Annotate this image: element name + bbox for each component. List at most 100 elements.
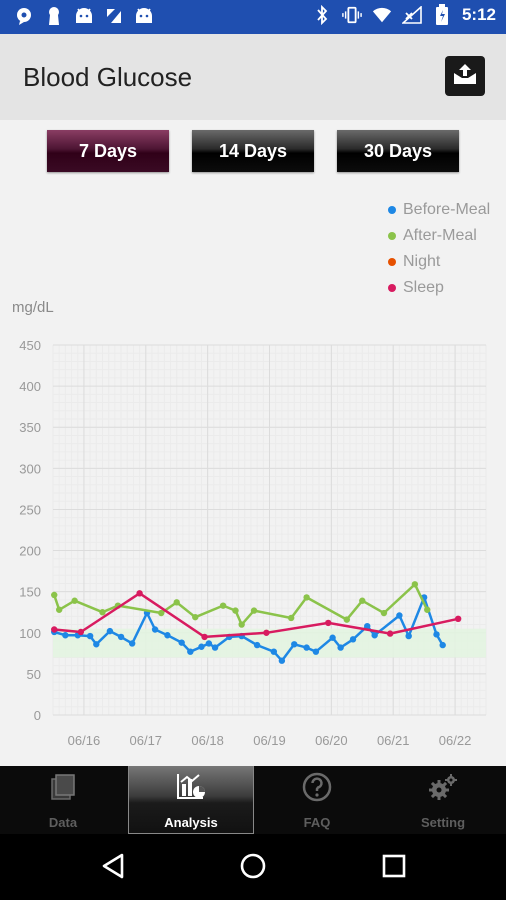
home-icon xyxy=(239,852,267,885)
legend-dot-after-meal xyxy=(388,232,396,240)
data-point-sleep xyxy=(325,619,332,627)
x-tick-label: 06/16 xyxy=(68,733,101,748)
data-point-before-meal xyxy=(164,632,171,639)
data-point-before-meal xyxy=(62,632,69,639)
data-point-sleep xyxy=(386,630,394,637)
recents-icon xyxy=(382,854,406,883)
share-button[interactable] xyxy=(445,56,485,96)
data-point-sleep xyxy=(51,626,58,633)
data-point-before-meal xyxy=(312,648,320,655)
chat-notification-icon xyxy=(14,6,34,26)
data-point-after-meal xyxy=(192,613,199,621)
data-point-before-meal xyxy=(439,641,446,649)
data-point-before-meal xyxy=(151,626,159,633)
x-tick-label: 06/18 xyxy=(191,733,224,748)
settings-icon xyxy=(380,772,506,802)
y-axis-unit-label: mg/dL xyxy=(12,299,54,316)
data-point-after-meal xyxy=(173,599,180,606)
y-tick-label: 350 xyxy=(19,420,41,435)
y-axis-tick-labels: 0 50 100 150 200 250 300 350 400 450 xyxy=(19,338,41,723)
nav-label-data: Data xyxy=(48,815,78,830)
range-tab-7-days[interactable]: 7 Days xyxy=(47,130,169,172)
data-point-before-meal xyxy=(253,641,261,649)
data-point-before-meal xyxy=(396,612,403,619)
chart-series xyxy=(51,581,462,664)
data-point-before-meal xyxy=(337,644,344,651)
nav-tab-faq[interactable]: FAQ xyxy=(254,766,380,834)
x-tick-label: 06/22 xyxy=(439,733,472,748)
data-point-before-meal xyxy=(117,633,125,641)
data-point-before-meal xyxy=(106,627,114,635)
help-icon xyxy=(254,772,380,802)
series-line-after-meal xyxy=(53,583,429,626)
vibrate-icon xyxy=(342,5,362,25)
app-bar: Blood Glucose xyxy=(0,34,506,120)
range-tab-14-days[interactable]: 14 Days xyxy=(192,130,314,172)
series-line-sleep xyxy=(54,592,459,639)
wifi-icon xyxy=(372,5,392,25)
analysis-icon xyxy=(129,772,253,802)
nav-tab-data[interactable]: Data xyxy=(0,766,126,834)
data-point-before-meal xyxy=(303,644,310,651)
y-tick-label: 50 xyxy=(27,667,41,682)
data-point-after-meal xyxy=(250,607,258,614)
data-point-sleep xyxy=(77,628,85,636)
data-icon xyxy=(0,772,126,802)
legend-label-night: Night xyxy=(403,253,441,270)
data-point-sleep xyxy=(136,590,143,597)
legend-dot-sleep xyxy=(388,284,396,292)
check-notification-icon xyxy=(104,6,124,26)
data-point-before-meal xyxy=(93,641,100,648)
chart-legend: Before-Meal After-Meal Night Sleep xyxy=(388,197,490,301)
data-point-before-meal xyxy=(433,631,440,638)
legend-label-before-meal: Before-Meal xyxy=(403,201,491,218)
data-point-before-meal xyxy=(278,657,286,664)
legend-item-after-meal: After-Meal xyxy=(388,223,490,249)
android-notification-icon xyxy=(74,6,94,26)
legend-label-after-meal: After-Meal xyxy=(403,227,477,244)
android-notification-icon-2 xyxy=(134,6,154,26)
legend-dot-before-meal xyxy=(388,206,396,214)
y-tick-label: 450 xyxy=(19,338,41,353)
y-tick-label: 150 xyxy=(19,585,41,600)
data-point-before-meal xyxy=(364,623,371,630)
data-point-after-meal xyxy=(219,602,227,609)
y-tick-label: 400 xyxy=(19,379,41,394)
data-point-after-meal xyxy=(380,609,388,617)
share-icon xyxy=(452,62,478,91)
recents-button[interactable] xyxy=(378,852,410,884)
data-point-sleep xyxy=(263,629,270,636)
x-axis-tick-labels: 06/16 06/17 06/18 06/19 06/20 06/21 06/22 xyxy=(68,733,472,748)
data-point-before-meal xyxy=(349,636,357,643)
data-point-after-meal xyxy=(424,606,431,613)
y-tick-label: 0 xyxy=(34,708,41,723)
data-point-after-meal xyxy=(287,614,295,622)
bluetooth-icon xyxy=(312,5,332,25)
back-icon xyxy=(100,852,126,885)
legend-item-before-meal: Before-Meal xyxy=(388,197,490,223)
system-status-icons: 5:12 xyxy=(312,4,496,25)
status-bar: 5:12 xyxy=(0,0,506,34)
legend-label-sleep: Sleep xyxy=(403,279,444,296)
y-tick-label: 200 xyxy=(19,544,41,559)
data-point-after-meal xyxy=(303,594,310,601)
home-button[interactable] xyxy=(237,852,269,884)
data-point-sleep xyxy=(454,615,462,622)
data-point-after-meal xyxy=(71,597,78,604)
data-point-after-meal xyxy=(232,607,239,614)
keyhole-notification-icon xyxy=(44,6,64,26)
back-button[interactable] xyxy=(97,852,129,884)
x-tick-label: 06/19 xyxy=(253,733,286,748)
legend-dot-night xyxy=(388,258,396,266)
nav-tab-analysis[interactable]: Analysis xyxy=(128,766,254,834)
data-point-after-meal xyxy=(238,621,245,628)
data-point-before-meal xyxy=(86,632,94,640)
nav-label-analysis: Analysis xyxy=(164,815,218,830)
nav-label-setting: Setting xyxy=(420,815,466,830)
range-tab-30-days[interactable]: 30 Days xyxy=(337,130,459,172)
y-tick-label: 250 xyxy=(19,502,41,517)
x-tick-label: 06/20 xyxy=(315,733,348,748)
nav-tab-setting[interactable]: Setting xyxy=(380,766,506,834)
bottom-navigation: Data Analysis FAQ xyxy=(0,766,506,834)
